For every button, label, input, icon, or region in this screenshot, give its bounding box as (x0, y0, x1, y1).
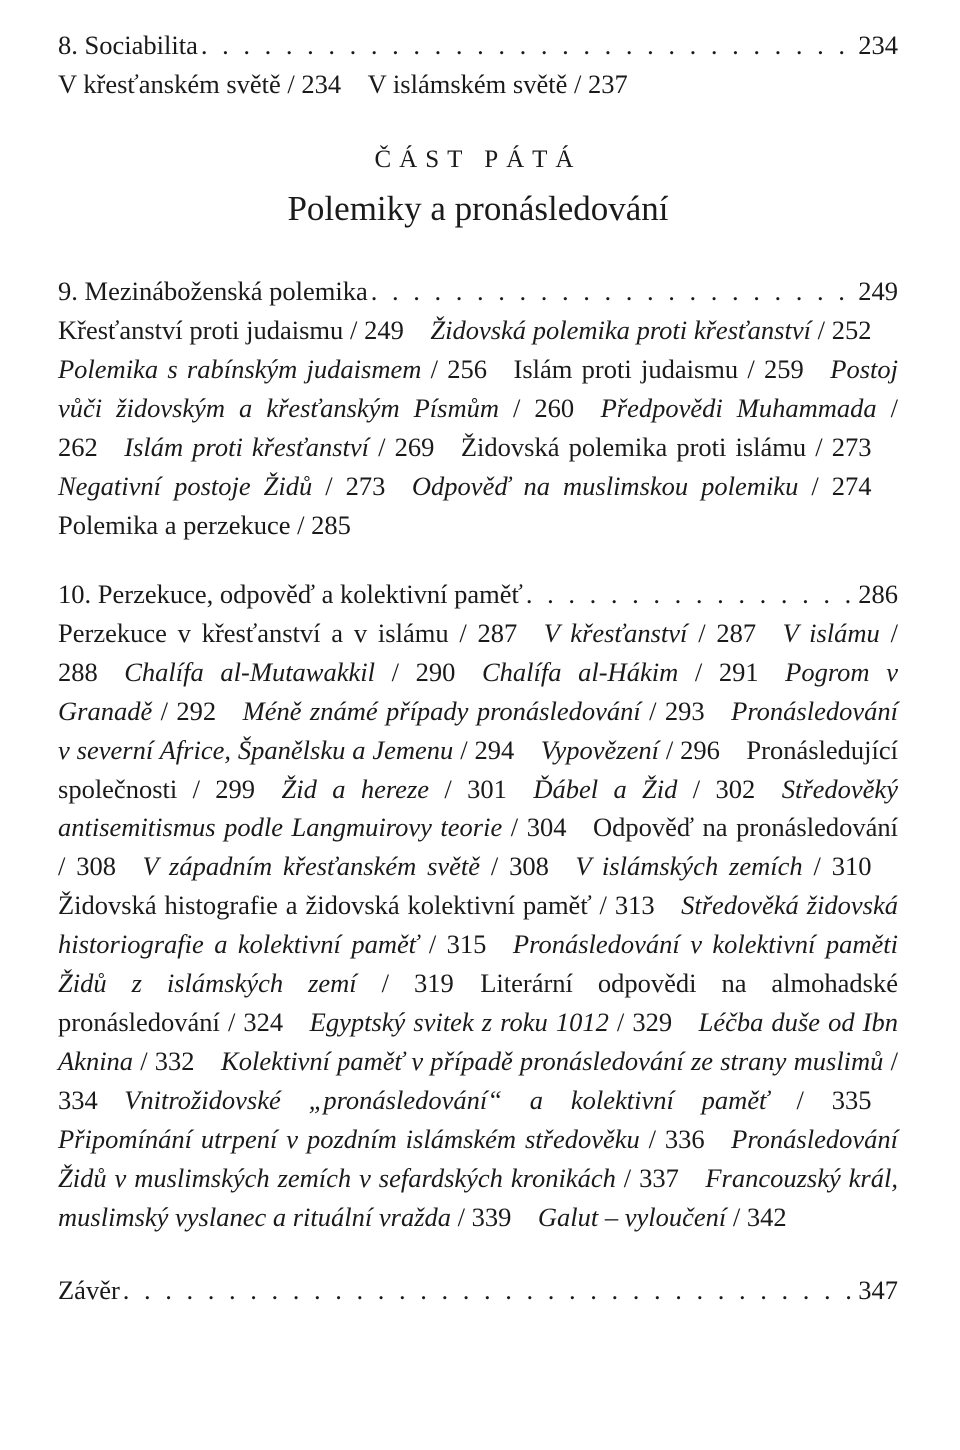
toc-page-10: 286 (858, 575, 898, 614)
toc-leader: . . . . . . . . . . . . . . . . . . . . … (523, 575, 858, 614)
toc-body-10: Perzekuce v křesťanství a v islámu / 287… (58, 614, 898, 1237)
part-label: ČÁST PÁTÁ (58, 142, 898, 179)
toc-leader: . . . . . . . . . . . . . . . . . . . . … (198, 26, 858, 65)
toc-entry-zaver: Závěr . . . . . . . . . . . . . . . . . … (58, 1271, 898, 1310)
toc-entry-10: 10. Perzekuce, odpověď a kolektivní pamě… (58, 575, 898, 614)
toc-title-10: 10. Perzekuce, odpověď a kolektivní pamě… (58, 575, 523, 614)
toc-title-zaver: Závěr (58, 1271, 120, 1310)
toc-entry-9: 9. Mezináboženská polemika . . . . . . .… (58, 272, 898, 311)
toc-page-9: 249 (858, 272, 898, 311)
toc-title-9: 9. Mezináboženská polemika (58, 272, 368, 311)
part-title: Polemiky a pronásledování (58, 183, 898, 234)
toc-body-9: Křesťanství proti judaismu / 249 Židovsk… (58, 311, 898, 545)
toc-body-8: V křesťanském světě / 234 V islámském sv… (58, 65, 898, 104)
toc-page-8: 234 (858, 26, 898, 65)
toc-page-zaver: 347 (858, 1271, 898, 1310)
toc-leader: . . . . . . . . . . . . . . . . . . . . … (120, 1271, 858, 1310)
toc-entry-8: 8. Sociabilita . . . . . . . . . . . . .… (58, 26, 898, 65)
toc-leader: . . . . . . . . . . . . . . . . . . . . … (368, 272, 858, 311)
toc-title-8: 8. Sociabilita (58, 26, 198, 65)
